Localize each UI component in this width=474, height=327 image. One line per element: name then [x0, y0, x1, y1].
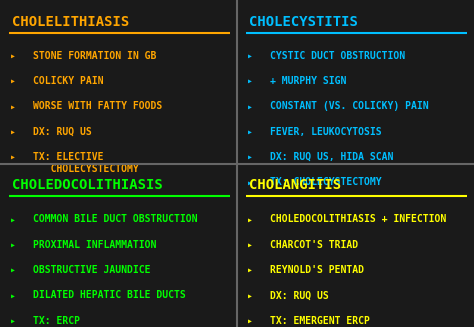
Text: PROXIMAL INFLAMMATION: PROXIMAL INFLAMMATION [33, 239, 156, 250]
Text: FEVER, LEUKOCYTOSIS: FEVER, LEUKOCYTOSIS [270, 127, 382, 137]
Text: ▸: ▸ [246, 76, 252, 86]
Text: TX: ELECTIVE
   CHOLECYSTECTOMY: TX: ELECTIVE CHOLECYSTECTOMY [33, 152, 139, 174]
Text: CONSTANT (VS. COLICKY) PAIN: CONSTANT (VS. COLICKY) PAIN [270, 101, 429, 112]
Text: ▸: ▸ [246, 51, 252, 61]
Text: TX: EMERGENT ERCP: TX: EMERGENT ERCP [270, 316, 370, 326]
Text: ▸: ▸ [246, 316, 252, 326]
Text: ▸: ▸ [9, 265, 15, 275]
Text: ▸: ▸ [246, 214, 252, 224]
Text: ▸: ▸ [9, 152, 15, 162]
Text: ▸: ▸ [246, 265, 252, 275]
Text: CHOLANGITIS: CHOLANGITIS [249, 178, 341, 192]
Text: ▸: ▸ [9, 51, 15, 61]
Text: CHOLECYSTITIS: CHOLECYSTITIS [249, 15, 358, 29]
Text: WORSE WITH FATTY FOODS: WORSE WITH FATTY FOODS [33, 101, 163, 112]
Text: ▸: ▸ [9, 290, 15, 300]
Text: ▸: ▸ [246, 152, 252, 162]
Text: ▸: ▸ [246, 101, 252, 112]
Text: REYNOLD'S PENTAD: REYNOLD'S PENTAD [270, 265, 364, 275]
Text: OBSTRUCTIVE JAUNDICE: OBSTRUCTIVE JAUNDICE [33, 265, 151, 275]
Text: TX: CHOLECYSTECTOMY: TX: CHOLECYSTECTOMY [270, 177, 382, 187]
Text: ▸: ▸ [9, 214, 15, 224]
Text: DX: RUQ US, HIDA SCAN: DX: RUQ US, HIDA SCAN [270, 152, 393, 162]
Text: + MURPHY SIGN: + MURPHY SIGN [270, 76, 346, 86]
Text: ▸: ▸ [9, 239, 15, 250]
Text: CHOLELITHIASIS: CHOLELITHIASIS [12, 15, 129, 29]
Text: ▸: ▸ [246, 177, 252, 187]
Text: COMMON BILE DUCT OBSTRUCTION: COMMON BILE DUCT OBSTRUCTION [33, 214, 198, 224]
Text: ▸: ▸ [246, 127, 252, 137]
Text: CHOLEDOCOLITHIASIS + INFECTION: CHOLEDOCOLITHIASIS + INFECTION [270, 214, 447, 224]
Text: CYSTIC DUCT OBSTRUCTION: CYSTIC DUCT OBSTRUCTION [270, 51, 405, 61]
Text: CHOLEDOCOLITHIASIS: CHOLEDOCOLITHIASIS [12, 178, 163, 192]
Text: ▸: ▸ [9, 101, 15, 112]
Text: COLICKY PAIN: COLICKY PAIN [33, 76, 104, 86]
Text: DILATED HEPATIC BILE DUCTS: DILATED HEPATIC BILE DUCTS [33, 290, 186, 300]
Text: ▸: ▸ [9, 316, 15, 326]
Text: ▸: ▸ [9, 76, 15, 86]
Text: ▸: ▸ [246, 239, 252, 250]
Text: DX: RUQ US: DX: RUQ US [33, 127, 92, 137]
Text: CHARCOT'S TRIAD: CHARCOT'S TRIAD [270, 239, 358, 250]
Text: ▸: ▸ [9, 127, 15, 137]
Text: ▸: ▸ [246, 290, 252, 300]
Text: STONE FORMATION IN GB: STONE FORMATION IN GB [33, 51, 156, 61]
Text: DX: RUQ US: DX: RUQ US [270, 290, 329, 300]
Text: TX: ERCP: TX: ERCP [33, 316, 80, 326]
